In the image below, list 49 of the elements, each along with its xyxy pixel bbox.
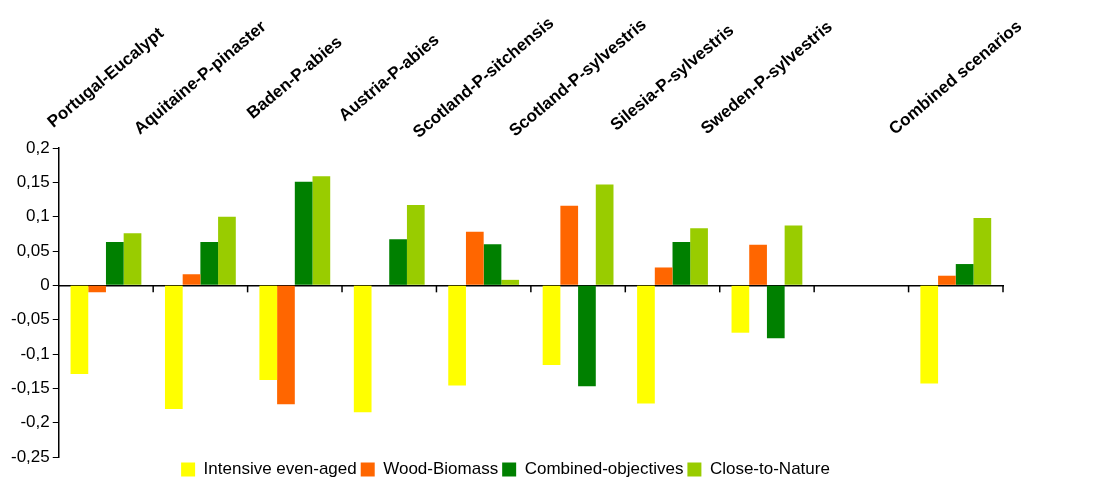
bar: [766, 285, 785, 339]
y-tick-label: -0,25: [11, 446, 50, 466]
bar: [731, 285, 750, 333]
legend-label: Close-to-Nature: [709, 459, 830, 479]
bar: [123, 233, 142, 285]
bar: [784, 225, 803, 285]
bar: [218, 216, 236, 285]
bar: [560, 205, 579, 285]
bar: [938, 275, 956, 285]
bar: [70, 285, 89, 374]
bar: [920, 285, 939, 384]
bar: [501, 279, 520, 285]
bar: [955, 264, 974, 285]
bar: [973, 218, 992, 285]
legend-label: Combined-objectives: [524, 459, 684, 479]
y-tick-label: 0,2: [26, 137, 50, 157]
bar: [182, 274, 201, 285]
bar: [542, 285, 561, 365]
bar: [749, 244, 767, 285]
bar: [483, 244, 502, 285]
bar: [259, 285, 278, 381]
bar: [448, 285, 466, 386]
bar: [406, 204, 425, 285]
bar: [690, 228, 708, 285]
bar: [105, 242, 124, 285]
bar: [164, 285, 183, 409]
bar: [312, 176, 331, 285]
bar: [595, 184, 614, 285]
y-tick-label: -0,2: [20, 412, 50, 432]
bar: [389, 239, 407, 285]
y-tick-label: 0,1: [26, 206, 50, 226]
bar: [654, 267, 673, 285]
bar: [294, 181, 313, 285]
bar: [672, 242, 691, 285]
bar: [200, 242, 219, 285]
y-tick-label: -0,15: [11, 378, 50, 398]
bar: [578, 285, 596, 387]
y-tick-label: 0: [40, 275, 50, 295]
y-tick-label: -0,1: [20, 343, 50, 363]
bar: [88, 285, 106, 293]
bar: [637, 285, 655, 404]
bar: [277, 285, 295, 405]
y-tick-label: -0,05: [11, 309, 50, 329]
legend-label: Intensive even-aged: [203, 459, 357, 479]
y-tick-label: 0,15: [16, 172, 50, 192]
bar: [465, 231, 484, 285]
y-tick-label: 0,05: [16, 240, 50, 260]
legend-label: Wood-Biomass: [383, 459, 499, 479]
bar: [353, 285, 372, 413]
